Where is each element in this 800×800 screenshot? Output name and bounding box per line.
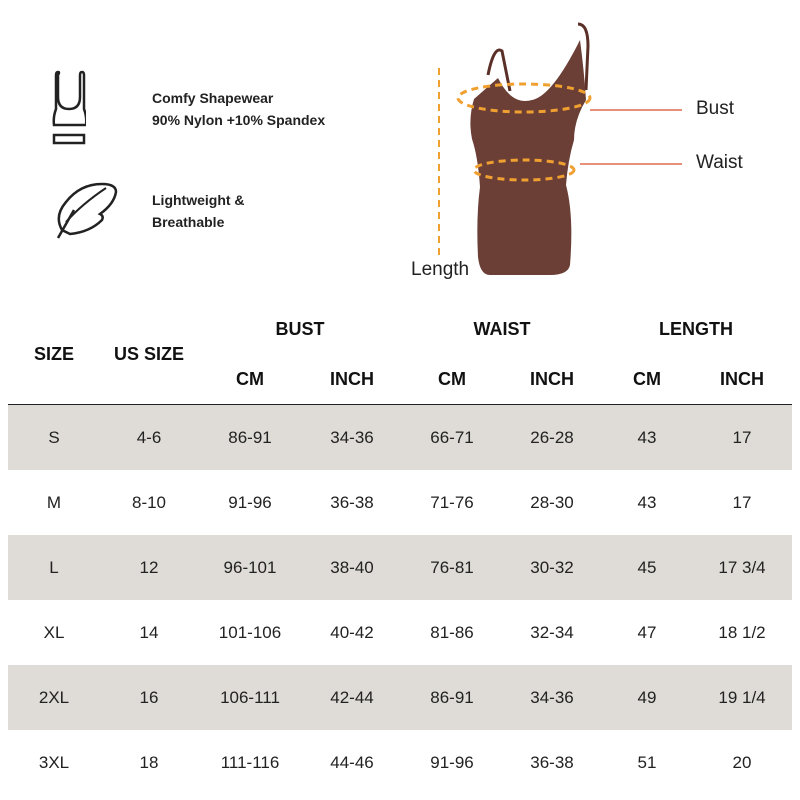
sports-bra-icon	[52, 70, 86, 145]
table-cell: S	[48, 428, 60, 447]
header-length-cm: CM	[633, 369, 661, 389]
header-waist-inch: INCH	[530, 369, 574, 389]
table-cell: 19 1/4	[718, 688, 766, 707]
waist-label: Waist	[696, 152, 743, 173]
feature-line: 90% Nylon +10% Spandex	[152, 112, 326, 128]
header-length-inch: INCH	[720, 369, 764, 389]
feature-line: Lightweight &	[152, 192, 245, 208]
table-cell: 76-81	[430, 558, 474, 577]
table-row: S 4-6 86-91 34-36 66-71 26-28 43 17	[8, 405, 792, 470]
table-cell: 4-6	[136, 428, 162, 447]
table-cell: 71-76	[430, 493, 474, 512]
table-cell: 36-38	[530, 753, 574, 772]
table-row: M 8-10 91-96 36-38 71-76 28-30 43 17	[8, 470, 792, 535]
table-cell: 3XL	[38, 753, 70, 772]
table-cell: 26-28	[530, 428, 574, 447]
garment-diagram	[438, 22, 682, 275]
table-cell: 34-36	[330, 428, 374, 447]
table-cell: 44-46	[330, 753, 374, 772]
length-label: Length	[411, 259, 470, 280]
table-cell: 43	[637, 493, 657, 512]
table-cell: 18	[139, 753, 159, 772]
table-cell: 86-91	[228, 428, 272, 447]
table-cell: 20	[732, 753, 752, 772]
table-cell: 32-34	[530, 623, 574, 642]
table-row: 3XL 18 111-116 44-46 91-96 36-38 51 20	[8, 730, 792, 795]
table-cell: 30-32	[530, 558, 574, 577]
table-cell: 16	[139, 688, 159, 707]
header-us-size: US SIZE	[113, 344, 185, 364]
table-cell: 66-71	[430, 428, 474, 447]
table-cell: 34-36	[530, 688, 574, 707]
header-size: SIZE	[33, 344, 75, 364]
table-cell: 17	[732, 428, 752, 447]
table-row: 2XL 16 106-111 42-44 86-91 34-36 49 19 1/4	[8, 665, 792, 730]
header-bust-inch: INCH	[330, 369, 374, 389]
table-cell: 91-96	[430, 753, 474, 772]
header-bust: BUST	[275, 319, 325, 339]
table-row: XL 14 101-106 40-42 81-86 32-34 47 18 1/2	[8, 600, 792, 665]
table-cell: 17	[732, 493, 752, 512]
table-cell: 17 3/4	[718, 558, 766, 577]
table-row: L 12 96-101 38-40 76-81 30-32 45 17 3/4	[8, 535, 792, 600]
table-cell: 2XL	[38, 688, 70, 707]
feature-text: Lightweight & Breathable	[152, 189, 245, 233]
header-divider	[8, 404, 792, 405]
table-cell: 101-106	[218, 623, 282, 642]
header-length: LENGTH	[659, 319, 733, 339]
table-cell: L	[49, 558, 59, 577]
table-cell: 81-86	[430, 623, 474, 642]
table-cell: 12	[139, 558, 159, 577]
table-cell: 28-30	[530, 493, 574, 512]
table-cell: 14	[139, 623, 159, 642]
table-cell: 86-91	[430, 688, 474, 707]
table-cell: 51	[637, 753, 657, 772]
feature-line: Comfy Shapewear	[152, 90, 274, 106]
table-cell: 43	[637, 428, 657, 447]
table-cell: 42-44	[330, 688, 374, 707]
table-cell: 36-38	[330, 493, 374, 512]
feature-line: Breathable	[152, 214, 225, 230]
table-cell: 111-116	[220, 753, 280, 772]
table-cell: 49	[637, 688, 657, 707]
table-cell: 96-101	[223, 558, 277, 577]
header-waist-cm: CM	[438, 369, 466, 389]
table-cell: 18 1/2	[718, 623, 766, 642]
feather-icon	[56, 182, 118, 239]
table-cell: 106-111	[220, 688, 280, 707]
bust-label: Bust	[696, 98, 735, 119]
header-waist: WAIST	[473, 319, 531, 339]
table-cell: 47	[637, 623, 657, 642]
table-cell: 8-10	[131, 493, 167, 512]
table-cell: M	[46, 493, 62, 512]
feature-text: Comfy Shapewear 90% Nylon +10% Spandex	[152, 87, 325, 131]
header-bust-cm: CM	[236, 369, 264, 389]
table-cell: 91-96	[228, 493, 272, 512]
table-cell: 45	[637, 558, 657, 577]
table-cell: 38-40	[330, 558, 374, 577]
table-cell: 40-42	[330, 623, 374, 642]
table-cell: XL	[43, 623, 65, 642]
